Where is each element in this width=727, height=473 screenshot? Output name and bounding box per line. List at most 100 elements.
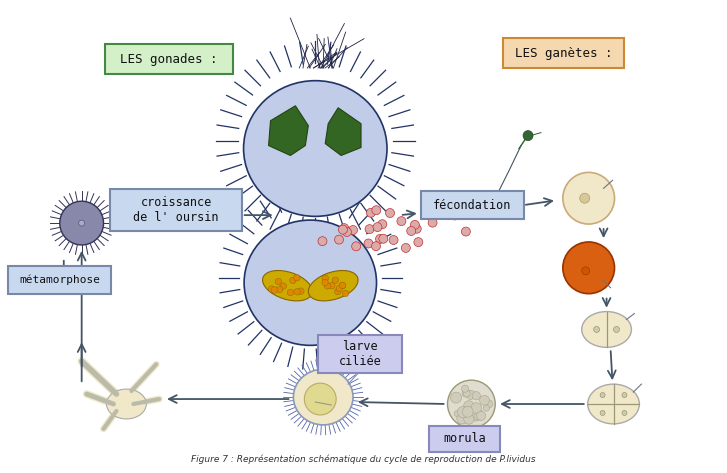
Circle shape <box>457 413 467 424</box>
Circle shape <box>79 220 84 226</box>
FancyBboxPatch shape <box>105 44 233 74</box>
Text: larve
ciliée: larve ciliée <box>339 340 382 368</box>
Circle shape <box>474 413 481 420</box>
Circle shape <box>397 217 406 226</box>
Circle shape <box>379 234 387 243</box>
Circle shape <box>406 227 416 236</box>
Circle shape <box>614 326 619 333</box>
Circle shape <box>364 239 373 248</box>
Circle shape <box>318 236 327 245</box>
Circle shape <box>457 406 469 418</box>
Circle shape <box>594 326 600 333</box>
Circle shape <box>276 278 281 285</box>
Circle shape <box>60 201 103 245</box>
Circle shape <box>485 400 493 408</box>
Circle shape <box>322 279 329 286</box>
Circle shape <box>324 283 331 289</box>
Ellipse shape <box>262 271 313 301</box>
Ellipse shape <box>244 81 387 216</box>
Ellipse shape <box>587 384 639 424</box>
Circle shape <box>600 411 605 415</box>
Text: LES gonades :: LES gonades : <box>121 53 218 66</box>
Circle shape <box>476 411 486 420</box>
Circle shape <box>470 410 481 421</box>
Circle shape <box>464 401 474 412</box>
FancyBboxPatch shape <box>111 189 241 231</box>
Text: LES ganètes :: LES ganètes : <box>515 46 613 60</box>
Circle shape <box>563 242 614 294</box>
Circle shape <box>294 274 300 281</box>
Circle shape <box>294 289 300 295</box>
FancyBboxPatch shape <box>318 335 402 373</box>
Circle shape <box>480 395 489 405</box>
Circle shape <box>523 131 533 140</box>
Circle shape <box>414 237 423 246</box>
Circle shape <box>462 406 473 417</box>
Circle shape <box>371 242 380 251</box>
Circle shape <box>322 275 329 281</box>
Circle shape <box>376 235 385 244</box>
Circle shape <box>342 228 351 236</box>
Circle shape <box>340 282 346 289</box>
Circle shape <box>600 393 605 397</box>
Circle shape <box>385 209 395 218</box>
Circle shape <box>276 286 283 293</box>
Circle shape <box>463 414 473 423</box>
Circle shape <box>622 393 627 397</box>
Circle shape <box>466 390 475 399</box>
Circle shape <box>461 415 468 423</box>
Circle shape <box>475 410 483 418</box>
FancyBboxPatch shape <box>421 191 524 219</box>
Text: morula: morula <box>443 432 486 445</box>
Circle shape <box>454 411 460 417</box>
Circle shape <box>412 224 421 233</box>
Circle shape <box>464 414 474 424</box>
Circle shape <box>622 411 627 415</box>
Text: fécondation: fécondation <box>433 199 512 212</box>
Circle shape <box>563 172 614 224</box>
Circle shape <box>454 207 463 216</box>
Circle shape <box>334 235 343 244</box>
Circle shape <box>471 403 481 413</box>
Circle shape <box>329 282 335 289</box>
Circle shape <box>373 223 382 232</box>
Circle shape <box>342 290 349 297</box>
Circle shape <box>334 289 341 295</box>
Ellipse shape <box>582 312 632 347</box>
Circle shape <box>462 385 469 392</box>
Circle shape <box>340 282 346 289</box>
Ellipse shape <box>107 389 146 419</box>
Circle shape <box>483 405 489 411</box>
Text: métamorphose: métamorphose <box>20 274 100 285</box>
Circle shape <box>339 225 348 234</box>
Circle shape <box>448 380 495 428</box>
Circle shape <box>451 392 462 403</box>
Circle shape <box>305 383 336 415</box>
Polygon shape <box>325 108 361 156</box>
Circle shape <box>348 226 358 235</box>
Circle shape <box>463 390 470 397</box>
Circle shape <box>401 244 410 253</box>
Circle shape <box>411 220 419 229</box>
Circle shape <box>289 277 296 284</box>
Ellipse shape <box>308 271 358 301</box>
Circle shape <box>268 286 275 292</box>
Text: croissance
de l' oursin: croissance de l' oursin <box>133 196 219 224</box>
FancyBboxPatch shape <box>8 266 111 294</box>
Circle shape <box>371 206 381 215</box>
Circle shape <box>287 289 294 296</box>
Text: Figure 7 : Représentation schématique du cycle de reproduction de P.lividus: Figure 7 : Représentation schématique du… <box>190 454 535 464</box>
Circle shape <box>366 208 375 217</box>
Circle shape <box>332 277 339 283</box>
Circle shape <box>352 242 361 251</box>
Circle shape <box>340 224 349 233</box>
FancyBboxPatch shape <box>429 426 500 452</box>
Ellipse shape <box>244 220 377 345</box>
Ellipse shape <box>294 369 353 425</box>
Circle shape <box>428 218 437 227</box>
Circle shape <box>582 267 590 275</box>
Circle shape <box>472 392 481 400</box>
Circle shape <box>280 283 286 289</box>
FancyBboxPatch shape <box>503 38 624 68</box>
Circle shape <box>451 211 459 220</box>
